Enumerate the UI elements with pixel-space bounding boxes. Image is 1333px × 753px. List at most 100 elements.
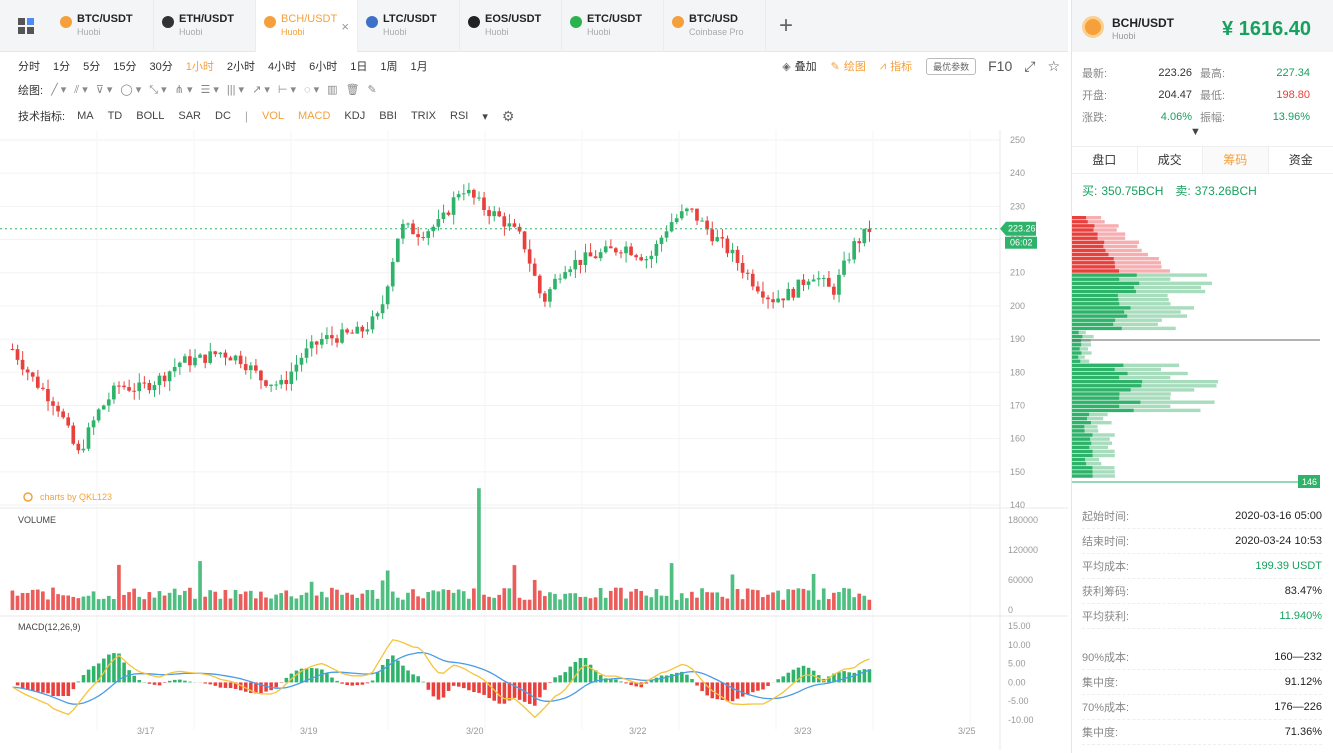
period-option[interactable]: 4小时 <box>268 61 297 73</box>
indicator-option[interactable]: TD <box>107 110 123 122</box>
chip-bar-outer <box>1072 244 1138 249</box>
chip-bar-outer <box>1072 466 1115 470</box>
panel-tab[interactable]: 盘口 <box>1072 147 1138 173</box>
symbol-tab[interactable]: BTC/USDT Huobi <box>52 0 154 52</box>
period-option[interactable]: 1分 <box>53 61 71 73</box>
tab-exchange: Huobi <box>77 27 101 37</box>
indicator-option[interactable]: MACD <box>298 110 331 122</box>
indicator-option[interactable]: MA <box>77 110 94 122</box>
tab-exchange: Huobi <box>383 27 407 37</box>
candle-body <box>867 228 872 233</box>
fullscreen-icon[interactable]: ⤢ <box>1024 57 1036 74</box>
indicator-option[interactable]: DC <box>215 110 231 122</box>
f10-button[interactable]: F10 <box>988 58 1013 74</box>
draw-tool-icon[interactable]: ↗ ▾ <box>252 84 270 96</box>
draw-tool-icon[interactable]: ||| ▾ <box>226 84 245 96</box>
candle-body <box>253 365 258 371</box>
panel-tab[interactable]: 资金 <box>1269 147 1333 173</box>
symbol-tab[interactable]: ETH/USDT Huobi <box>154 0 256 52</box>
draw-tool-icon[interactable]: ⫽ ▾ <box>74 84 88 96</box>
volume-bar <box>548 592 552 610</box>
panel-tab[interactable]: 成交 <box>1138 147 1203 173</box>
draw-tool-icon[interactable]: ▥ <box>327 84 338 96</box>
symbol-header: BCH/USDT Huobi ¥ 1616.40 <box>1072 0 1333 52</box>
draw-tool-icon[interactable]: ☰ ▾ <box>200 84 219 96</box>
period-option[interactable]: 1日 <box>350 61 368 73</box>
period-option[interactable]: 分时 <box>18 61 40 73</box>
candle-body <box>56 405 60 412</box>
close-icon[interactable]: × <box>341 19 349 34</box>
period-option[interactable]: 1月 <box>410 61 428 73</box>
candle-body <box>619 252 623 254</box>
chip-bar-inner <box>1072 318 1116 322</box>
period-option[interactable]: 5分 <box>83 61 101 73</box>
indicator-option[interactable]: SAR <box>178 110 201 122</box>
draw-tool-icon[interactable]: ◌ ▾ <box>304 84 320 96</box>
indicator-option[interactable]: VOL <box>262 110 285 122</box>
bch-coin-icon <box>1082 16 1104 38</box>
draw-tool-icon[interactable]: ✎ <box>367 84 377 96</box>
indicator-button[interactable]: ⩘ 指标 <box>879 59 913 74</box>
candle-body <box>345 329 349 333</box>
volume-bar <box>776 590 780 610</box>
stat-label: 最高: <box>1200 68 1226 80</box>
chip-bar-inner <box>1072 228 1094 232</box>
draw-button[interactable]: ✎ 绘图 <box>830 60 866 74</box>
panel-tab[interactable]: 筹码 <box>1203 147 1269 173</box>
volume-bar <box>243 591 248 610</box>
draw-tool-icon[interactable]: ◯ ▾ <box>120 84 142 96</box>
draw-tool-icon[interactable]: ╱ ▾ <box>51 84 67 96</box>
overlay-button[interactable]: ◈ 叠加 <box>782 60 817 74</box>
candlestick-chart[interactable]: 2502402302202102001901801701601501401800… <box>0 130 1068 750</box>
draw-tool-icon[interactable]: 🗑 <box>345 84 360 96</box>
more-indicators-icon[interactable]: ▾ <box>482 110 488 123</box>
price-tick-label: 180 <box>1010 367 1025 377</box>
chevron-down-icon[interactable]: ▼ <box>1190 126 1201 138</box>
symbol-tab[interactable]: BTC/USD Coinbase Pro <box>664 0 766 52</box>
draw-tool-icon[interactable]: ⋔ ▾ <box>174 84 193 96</box>
period-option[interactable]: 2小时 <box>226 61 255 73</box>
volume-bar <box>30 589 35 610</box>
indicator-option[interactable]: BOLL <box>136 110 165 122</box>
chip-bar-outer <box>1072 248 1142 253</box>
symbol-tab[interactable]: LTC/USDT Huobi <box>358 0 460 52</box>
draw-tool-icon[interactable]: ⤡ ▾ <box>149 84 167 96</box>
volume-bar <box>619 587 623 610</box>
volume-bar <box>71 596 76 610</box>
period-option[interactable]: 15分 <box>113 61 137 73</box>
candle-body <box>61 411 65 418</box>
candle-body <box>826 277 831 287</box>
candle-body <box>380 304 385 314</box>
symbol-tab[interactable]: BCH/USDT Huobi × <box>256 0 358 52</box>
star-icon[interactable]: ☆ <box>1047 57 1060 74</box>
grid-menu-button[interactable] <box>0 0 52 52</box>
indicator-option[interactable]: RSI <box>450 110 469 122</box>
draw-tool-icon[interactable]: ⊽ ▾ <box>95 84 113 96</box>
info-value: 11.940% <box>1279 610 1322 622</box>
draw-tool-icon[interactable]: ⊢ ▾ <box>277 84 297 96</box>
indicator-option[interactable]: TRIX <box>410 110 436 122</box>
chip-bar-outer <box>1072 281 1212 285</box>
optimize-params-button[interactable]: 最优参数 <box>926 57 977 75</box>
candle-body <box>324 335 329 340</box>
settings-gear-icon[interactable]: ⚙ <box>501 107 515 124</box>
volume-bar <box>218 598 223 610</box>
price-tick-label: 250 <box>1010 135 1025 145</box>
candle-body <box>842 260 846 275</box>
symbol-tab[interactable]: ETC/USDT Huobi <box>562 0 664 52</box>
period-option[interactable]: 1小时 <box>185 61 214 73</box>
add-tab-button[interactable]: + <box>778 12 793 39</box>
volume-bar <box>66 595 71 610</box>
macd-tick-label: 15.00 <box>1008 621 1031 631</box>
volume-bar <box>857 593 862 610</box>
period-option[interactable]: 6小时 <box>309 61 338 73</box>
indicator-option[interactable]: KDJ <box>344 110 366 122</box>
chip-bar-outer <box>1072 351 1092 355</box>
symbol-tab[interactable]: EOS/USDT Huobi <box>460 0 562 52</box>
stat-label: 最低: <box>1200 90 1226 102</box>
chip-bar-outer <box>1072 306 1194 310</box>
period-option[interactable]: 30分 <box>149 61 173 73</box>
period-option[interactable]: 1周 <box>380 61 398 73</box>
volume-bar <box>10 590 15 610</box>
indicator-option[interactable]: BBI <box>379 110 397 122</box>
